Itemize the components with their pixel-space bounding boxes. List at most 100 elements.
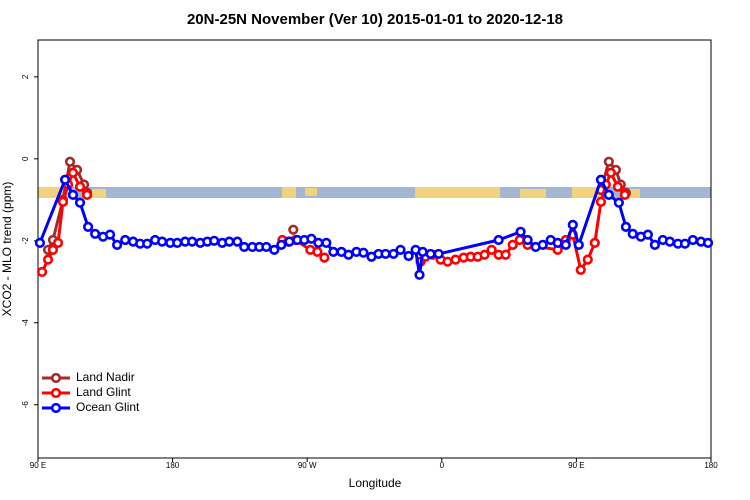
chart-title: 20N-25N November (Ver 10) 2015-01-01 to … [187, 11, 563, 28]
legend-marker [50, 372, 62, 384]
data-point [284, 236, 295, 247]
data-point [388, 248, 399, 260]
legend-marker [50, 402, 62, 414]
data-point [515, 226, 526, 237]
data-point [433, 248, 444, 260]
data-point [493, 234, 504, 246]
x-tick-label: 90 E [30, 461, 46, 470]
data-point [57, 196, 69, 207]
data-point [74, 181, 86, 192]
data-point [605, 167, 616, 178]
data-point [224, 236, 235, 247]
legend-label: Ocean Glint [76, 400, 140, 414]
data-point [59, 174, 71, 185]
y-tick-label: 2 [21, 74, 30, 79]
data-point [120, 234, 131, 246]
data-point [649, 239, 661, 251]
data-point [81, 189, 93, 201]
data-point [522, 234, 533, 246]
data-point [36, 266, 48, 278]
data-point [582, 254, 593, 265]
data-point [589, 237, 600, 248]
data-point [142, 238, 153, 249]
data-point [479, 249, 490, 260]
data-point [560, 239, 571, 251]
data-point [380, 248, 391, 260]
data-point [328, 246, 339, 257]
y-tick-label: 0 [21, 156, 30, 161]
x-axis-label: Longitude [349, 476, 402, 490]
data-point [687, 234, 699, 246]
x-tick-label: 180 [704, 461, 718, 470]
y-tick-label: -6 [21, 401, 30, 409]
data-point [403, 250, 414, 262]
map-strip [38, 187, 711, 198]
data-point [613, 197, 624, 208]
data-point [343, 249, 354, 260]
data-point [450, 254, 461, 265]
y-tick-label: -4 [21, 319, 30, 327]
data-point [112, 239, 123, 251]
data-point [679, 238, 691, 249]
data-point [172, 237, 183, 248]
data-point [603, 156, 614, 167]
data-point [42, 254, 54, 265]
data-point [67, 167, 79, 178]
data-point [209, 235, 220, 246]
y-axis-label: XCO2 - MLO trend (ppm) [0, 182, 14, 317]
data-point [313, 237, 324, 248]
data-point [575, 264, 586, 276]
data-point [486, 244, 497, 255]
data-point [537, 239, 548, 251]
x-tick-label: 0 [440, 461, 445, 470]
data-point [52, 237, 64, 248]
data-point [395, 244, 406, 255]
data-point [358, 247, 369, 258]
data-point [552, 237, 563, 248]
data-point [319, 252, 330, 263]
legend-label: Land Glint [76, 385, 131, 399]
data-point [67, 189, 79, 201]
legend-label: Land Nadir [76, 370, 135, 384]
series-line [46, 160, 628, 251]
x-tick-label: 180 [166, 461, 180, 470]
data-point [620, 221, 632, 232]
data-point [567, 219, 578, 230]
data-point [619, 189, 630, 201]
data-point [442, 256, 453, 267]
data-point [507, 239, 518, 251]
data-point [595, 196, 607, 207]
data-point [595, 174, 607, 185]
data-point [90, 228, 101, 239]
data-point [642, 229, 653, 240]
data-point [573, 239, 584, 251]
x-tick-label: 90 E [568, 461, 584, 470]
data-point [74, 197, 86, 208]
data-point [414, 269, 425, 280]
data-point [627, 228, 638, 239]
data-point [514, 234, 525, 246]
data-point [321, 237, 332, 248]
data-point [269, 244, 280, 255]
data-point [232, 236, 243, 247]
plot-frame [37, 39, 712, 459]
data-point [104, 229, 116, 240]
data-point [425, 248, 436, 260]
data-point [47, 244, 59, 255]
data-point [187, 236, 198, 247]
data-point [417, 246, 428, 257]
data-point [34, 237, 46, 248]
data-point [603, 189, 614, 201]
data-point [83, 221, 94, 232]
data-point [239, 241, 250, 253]
legend-marker [50, 387, 62, 399]
data-point [157, 236, 168, 247]
data-point [276, 239, 287, 251]
data-point [702, 237, 714, 248]
data-point [312, 246, 323, 257]
data-point [288, 224, 299, 235]
data-point [261, 241, 272, 253]
data-point [500, 249, 511, 260]
